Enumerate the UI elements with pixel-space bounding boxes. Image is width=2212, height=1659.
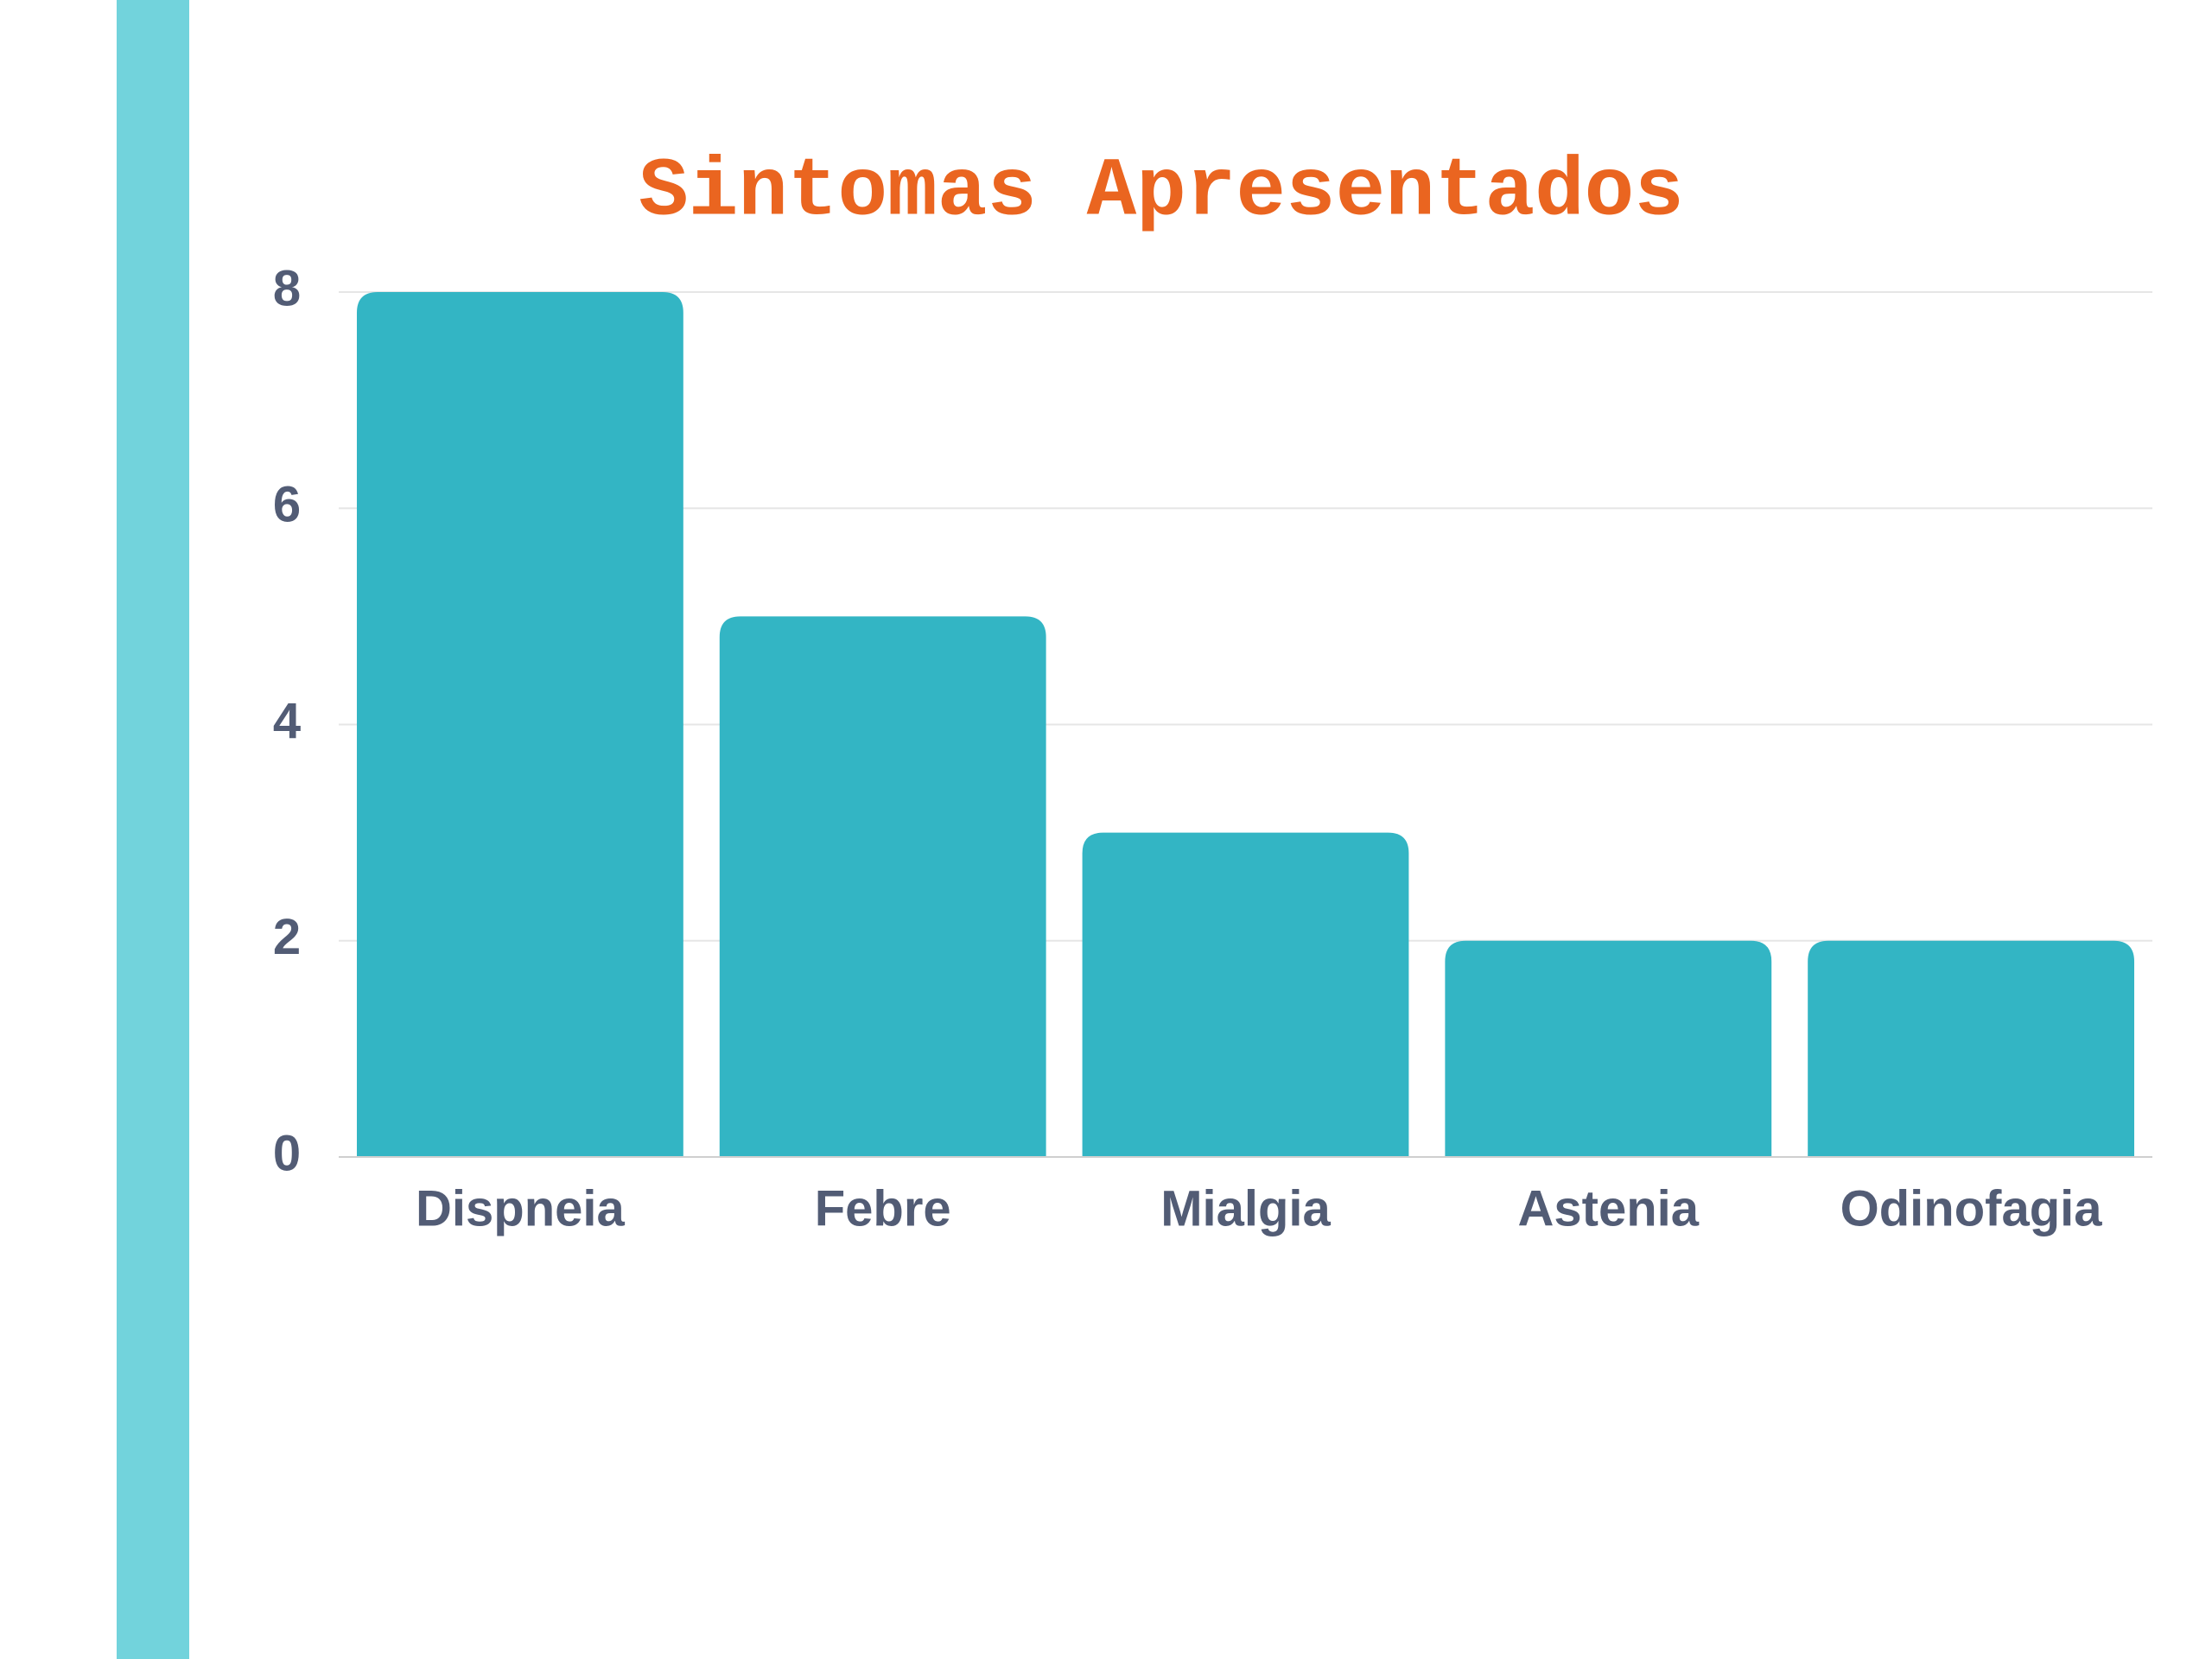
y-tick-label: 8 [273,260,301,316]
x-tick-label: Febre [815,1180,951,1236]
y-tick-label: 6 [273,477,301,533]
bar [356,292,683,1157]
y-tick-label: 4 [273,693,301,749]
x-tick-label: Dispneia [416,1180,625,1236]
x-tick-label: Mialgia [1160,1180,1331,1236]
y-tick-label: 2 [273,909,301,965]
bar [719,616,1046,1157]
x-tick-label: Astenia [1518,1180,1700,1236]
bar [1445,940,1772,1157]
side-stripe [117,0,189,1659]
x-tick-label: Odinofagia [1840,1180,2103,1236]
bar [1808,940,2135,1157]
chart-title: Sintomas Apresentados [639,144,1684,238]
y-tick-label: 0 [273,1125,301,1181]
bar [1082,832,1409,1157]
